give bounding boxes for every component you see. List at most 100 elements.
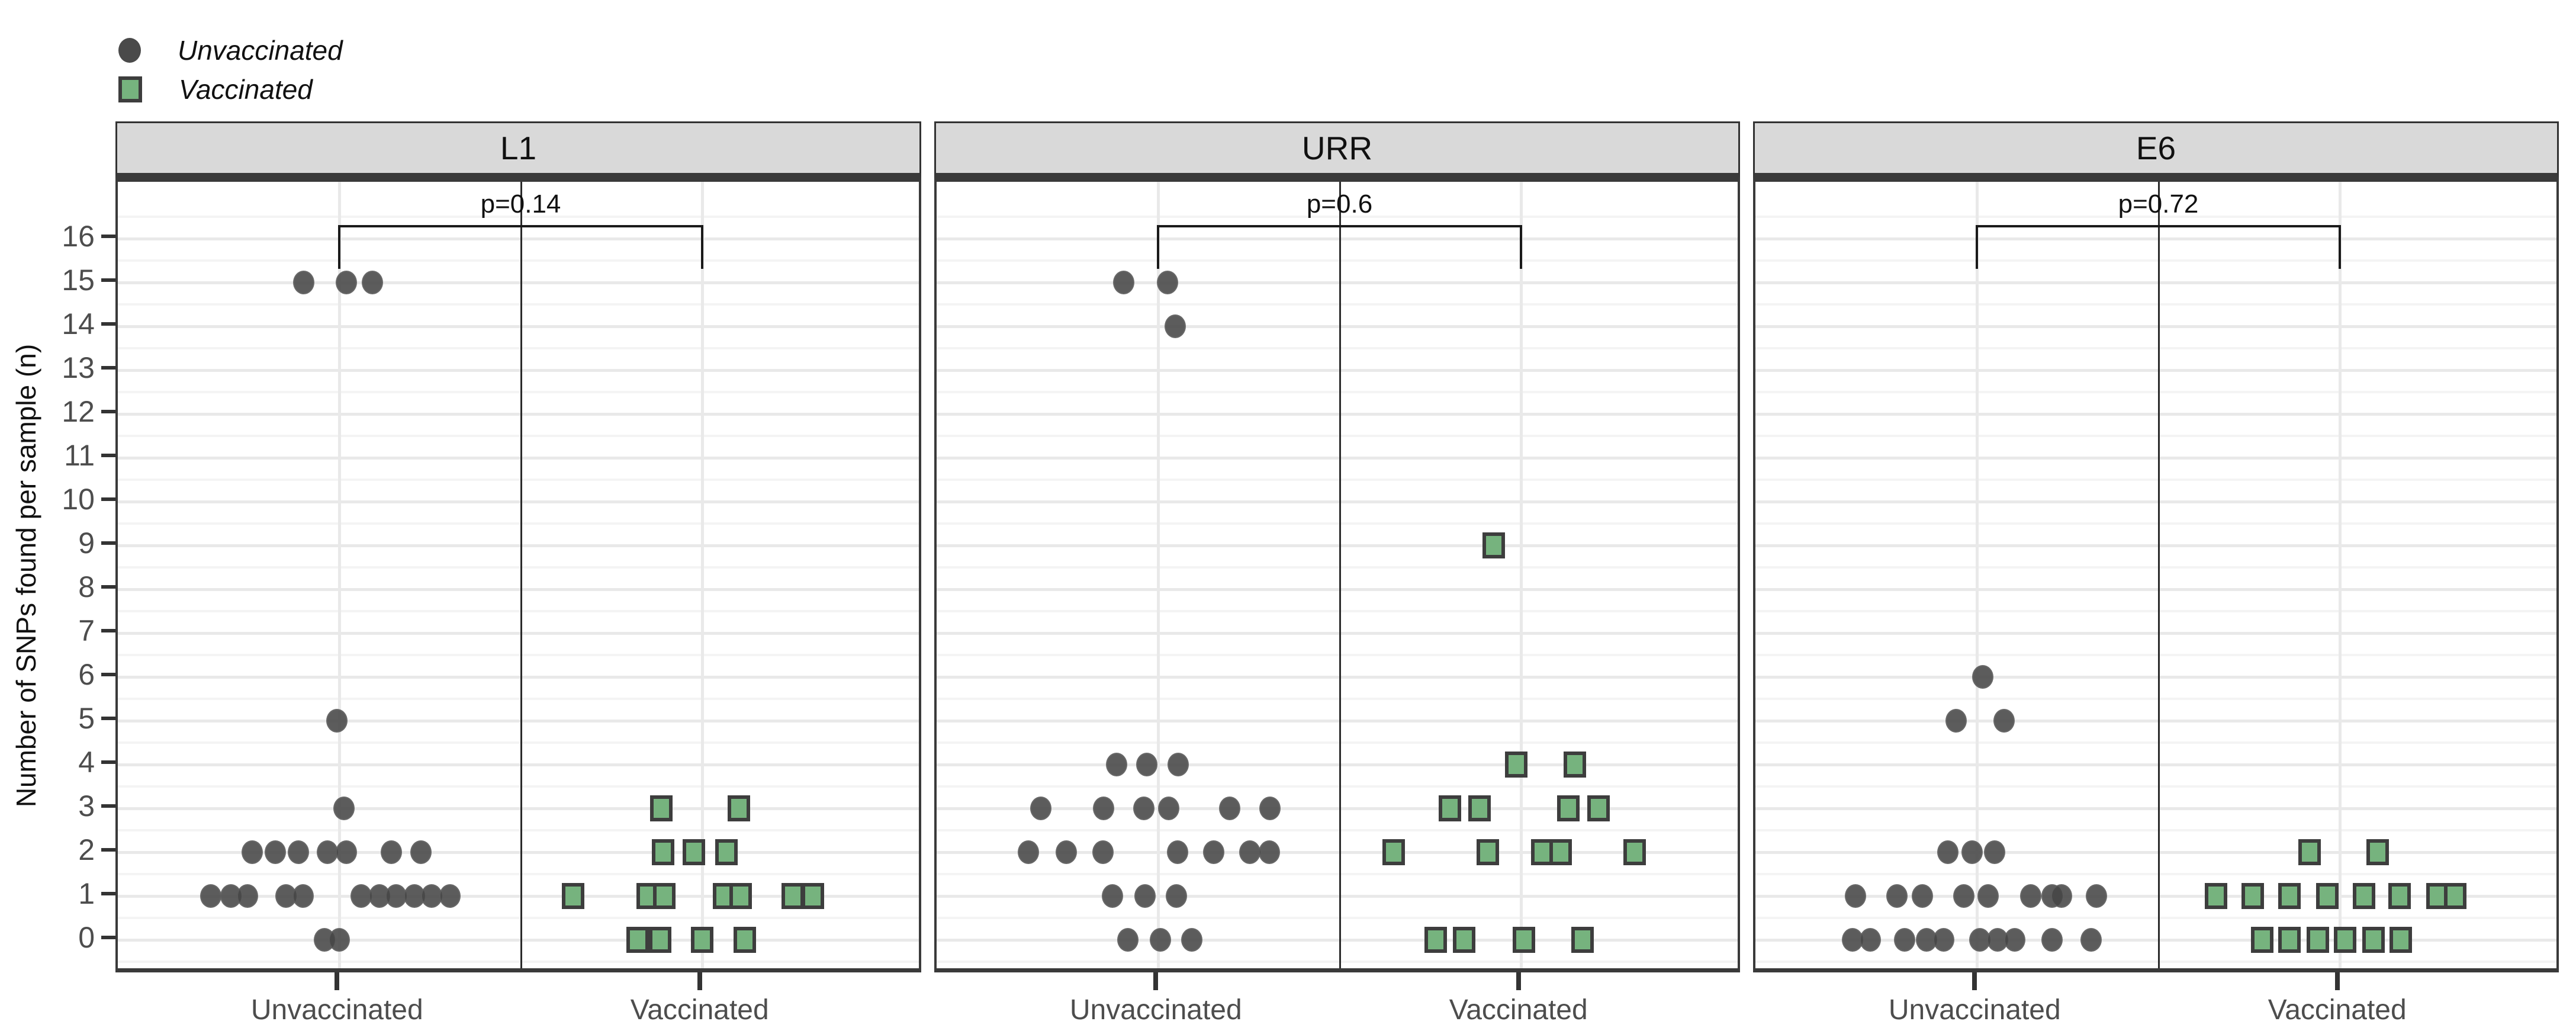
y-axis-tick-label: 2 xyxy=(78,833,95,866)
grid-line-major xyxy=(1755,763,2556,766)
data-point-vaccinated xyxy=(727,795,750,821)
grid-line-major xyxy=(937,281,1738,284)
x-axis-group-label: Vaccinated xyxy=(2268,994,2407,1026)
grid-line-major xyxy=(1755,457,2556,460)
y-axis-tick xyxy=(101,322,115,326)
grid-line-minor xyxy=(1755,391,2556,393)
y-axis-tick xyxy=(101,366,115,370)
y-axis-tick-label: 6 xyxy=(78,658,95,691)
facet-panel-L1: p=0.14 xyxy=(115,179,921,972)
grid-line-minor xyxy=(118,347,919,349)
grid-line-major xyxy=(1755,720,2556,722)
facet-panel-URR: p=0.6 xyxy=(934,179,1740,972)
data-point-unvaccinated xyxy=(1136,753,1158,776)
grid-line-group-center xyxy=(338,182,342,968)
data-point-vaccinated xyxy=(651,839,674,865)
grid-line-major xyxy=(118,720,919,722)
data-point-unvaccinated xyxy=(333,797,355,820)
grid-line-minor xyxy=(118,566,919,569)
data-point-unvaccinated xyxy=(1093,797,1115,820)
y-axis-tick xyxy=(101,804,115,808)
data-point-vaccinated xyxy=(729,883,752,909)
grid-line-group-center xyxy=(1519,182,1523,968)
grid-line-major xyxy=(1755,676,2556,679)
data-point-unvaccinated xyxy=(1150,928,1172,952)
data-point-unvaccinated xyxy=(326,709,348,733)
grid-line-major xyxy=(118,676,919,679)
y-axis-tick-label: 16 xyxy=(62,220,95,253)
grid-line-minor xyxy=(118,741,919,744)
data-point-vaccinated xyxy=(2388,883,2411,909)
x-axis-group-label: Unvaccinated xyxy=(1888,994,2061,1026)
grid-line-minor xyxy=(937,698,1738,700)
grid-line-minor xyxy=(937,522,1738,525)
facet-panel-E6: p=0.72 xyxy=(1753,179,2559,972)
y-axis-tick-label: 0 xyxy=(78,921,95,954)
y-axis-tick xyxy=(101,278,115,282)
grid-line-minor xyxy=(1755,303,2556,306)
grid-line-minor xyxy=(118,698,919,700)
x-axis-group-label: Vaccinated xyxy=(1449,994,1588,1026)
grid-line-minor xyxy=(1755,435,2556,437)
data-point-vaccinated xyxy=(2315,883,2339,909)
data-point-unvaccinated xyxy=(1937,840,1959,864)
x-axis-tick xyxy=(1153,972,1159,990)
grid-line-major xyxy=(118,588,919,591)
data-point-vaccinated xyxy=(1563,752,1586,778)
grid-line-major xyxy=(1755,939,2556,942)
x-axis-group-label: Vaccinated xyxy=(630,994,769,1026)
significance-bracket xyxy=(338,225,703,269)
data-point-unvaccinated xyxy=(2004,928,2026,952)
data-point-vaccinated xyxy=(1452,927,1475,953)
grid-line-major xyxy=(118,632,919,635)
data-point-unvaccinated xyxy=(1165,314,1186,338)
data-point-unvaccinated xyxy=(265,840,287,864)
grid-line-minor xyxy=(118,391,919,393)
grid-line-minor xyxy=(1755,698,2556,700)
data-point-unvaccinated xyxy=(1933,928,1955,952)
data-point-vaccinated xyxy=(1587,795,1610,821)
grid-line-major xyxy=(118,763,919,766)
data-point-vaccinated xyxy=(2241,883,2264,909)
grid-line-minor xyxy=(937,610,1738,612)
grid-line-major xyxy=(1755,895,2556,898)
grid-line-minor xyxy=(118,435,919,437)
data-point-unvaccinated xyxy=(1106,753,1128,776)
data-point-vaccinated xyxy=(2298,839,2321,865)
grid-line-major xyxy=(937,632,1738,635)
data-point-unvaccinated xyxy=(1133,797,1155,820)
facet-title: L1 xyxy=(500,130,537,166)
data-point-vaccinated xyxy=(1482,532,1505,558)
facet-strip-E6: E6 xyxy=(1753,121,2559,179)
data-point-unvaccinated xyxy=(1117,928,1139,952)
grid-line-minor xyxy=(937,917,1738,919)
grid-line-minor xyxy=(118,917,919,919)
y-axis-tick-label: 5 xyxy=(78,702,95,735)
data-point-vaccinated xyxy=(2250,927,2273,953)
data-point-unvaccinated xyxy=(362,271,384,294)
grid-line-major xyxy=(118,851,919,854)
grid-line-major xyxy=(1755,369,2556,372)
grid-line-major xyxy=(1755,588,2556,591)
grid-line-minor xyxy=(937,873,1738,875)
data-point-unvaccinated xyxy=(2051,884,2073,908)
data-point-unvaccinated xyxy=(2086,884,2108,908)
data-point-unvaccinated xyxy=(1158,797,1180,820)
grid-line-minor xyxy=(1755,873,2556,875)
x-axis-tick xyxy=(1516,972,1521,990)
grid-line-minor xyxy=(118,654,919,656)
data-point-unvaccinated xyxy=(336,840,358,864)
grid-line-major xyxy=(118,457,919,460)
facet-title: URR xyxy=(1301,130,1373,166)
data-point-vaccinated xyxy=(626,927,649,953)
group-separator-line xyxy=(520,182,522,968)
grid-line-group-center xyxy=(1976,182,1979,968)
data-point-unvaccinated xyxy=(350,884,372,908)
grid-line-major xyxy=(937,588,1738,591)
facet-strip-L1: L1 xyxy=(115,121,921,179)
data-point-unvaccinated xyxy=(1886,884,1908,908)
data-point-vaccinated xyxy=(2278,883,2301,909)
y-axis-tick-label: 7 xyxy=(78,614,95,647)
data-point-vaccinated xyxy=(733,927,756,953)
grid-line-minor xyxy=(1755,259,2556,262)
